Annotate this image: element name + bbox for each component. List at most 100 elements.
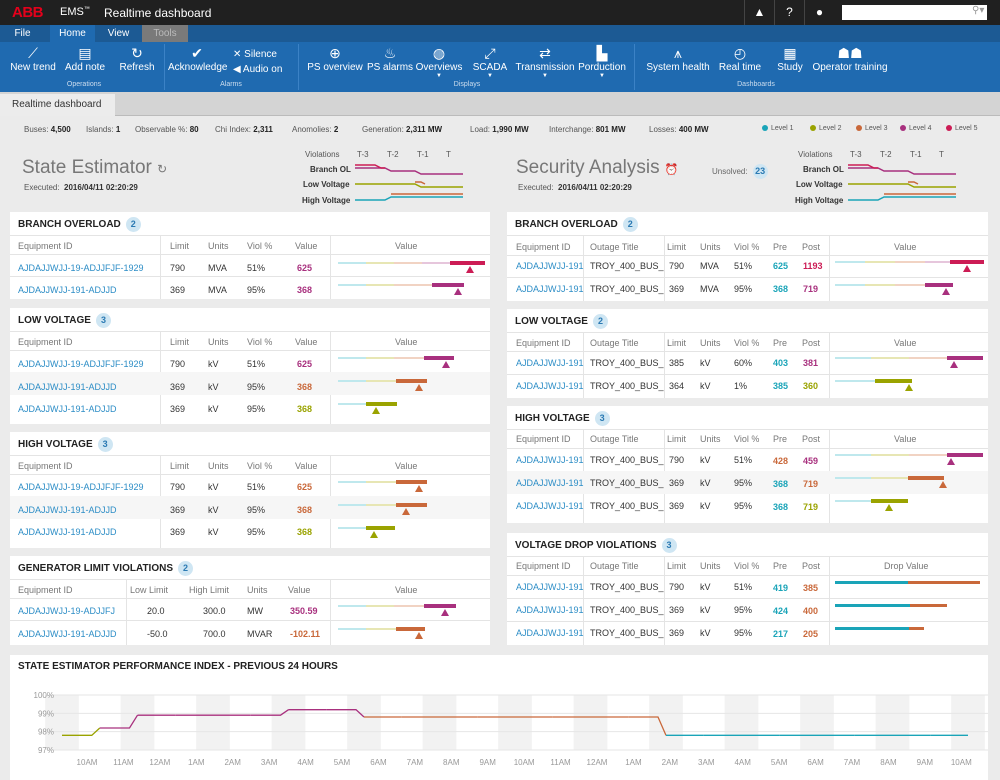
x-tick-label: 6AM bbox=[370, 758, 387, 767]
real-time-button[interactable]: ◴ Real time bbox=[716, 45, 764, 73]
x-tick-label: 11AM bbox=[113, 758, 134, 767]
scada-button[interactable]: ⤢ SCADA ▼ bbox=[468, 45, 512, 79]
equipment-link[interactable]: AJDAJJWJJ-191 bbox=[516, 358, 584, 368]
security-analysis-title: Security Analysis ⏰ bbox=[516, 157, 679, 178]
chevron-up-icon: ▲ bbox=[753, 5, 766, 19]
acknowledge-button[interactable]: ✔ Acknowledge bbox=[168, 45, 228, 73]
new-trend-button[interactable]: ⟋ New trend bbox=[8, 45, 58, 73]
violation-row-label: Branch OL bbox=[310, 165, 351, 174]
panel-title: LOW VOLTAGE 2 bbox=[515, 314, 608, 329]
equipment-link[interactable]: AJDAJJWJJ-191 bbox=[516, 261, 584, 271]
tab-file[interactable]: File bbox=[14, 28, 31, 39]
equipment-link[interactable]: AJDAJJWJJ-191 bbox=[516, 582, 584, 592]
chart-column-band bbox=[120, 695, 155, 750]
stat-load: Load: 1,990 MW bbox=[470, 125, 529, 134]
stat-interchange: Interchange: 801 MW bbox=[549, 125, 626, 134]
equipment-link[interactable]: AJDAJJWJJ-191 bbox=[516, 605, 584, 615]
x-tick-label: 6AM bbox=[807, 758, 824, 767]
equipment-link[interactable]: AJDAJJWJJ-19-ADJJFJF-1929 bbox=[18, 359, 144, 369]
equipment-link[interactable]: AJDAJJWJJ-191-ADJJD bbox=[18, 404, 117, 414]
overviews-button[interactable]: ◍ Overviews ▼ bbox=[415, 45, 463, 79]
panel-branch-overload: BRANCH OVERLOAD 2 Equipment ID Limit Unit… bbox=[10, 212, 490, 299]
equipment-link[interactable]: AJDAJJWJJ-191-ADJJD bbox=[18, 505, 117, 515]
ps-alarms-button[interactable]: ♨ PS alarms bbox=[366, 45, 414, 73]
ps-overview-button[interactable]: ⊕ PS overview bbox=[307, 45, 363, 73]
menu-tabs: File Home View Tools bbox=[0, 25, 1000, 42]
ribbon-separator bbox=[298, 44, 299, 90]
x-tick-label: 8AM bbox=[443, 758, 460, 767]
chart-column-band bbox=[45, 695, 79, 750]
equipment-link[interactable]: AJDAJJWJJ-19-ADJJFJF-1929 bbox=[18, 482, 144, 492]
x-tick-label: 5AM bbox=[334, 758, 351, 767]
chart-column-band bbox=[800, 695, 834, 750]
violation-row-label: High Voltage bbox=[795, 196, 844, 205]
time-label: T-1 bbox=[417, 150, 429, 159]
add-note-button[interactable]: ▤ Add note bbox=[62, 45, 108, 73]
x-tick-label: 11AM bbox=[550, 758, 571, 767]
chart-column-band bbox=[347, 695, 381, 750]
tab-view[interactable]: View bbox=[107, 28, 130, 39]
time-label: T bbox=[446, 150, 451, 159]
equipment-link[interactable]: AJDAJJWJJ-191 bbox=[516, 455, 584, 465]
x-tick-label: 10AM bbox=[77, 758, 98, 767]
panel-title: GENERATOR LIMIT VIOLATIONS 2 bbox=[18, 561, 193, 576]
equipment-link[interactable]: AJDAJJWJJ-191 bbox=[516, 381, 584, 391]
state-estimator-violation-trend bbox=[355, 164, 463, 201]
equipment-link[interactable]: AJDAJJWJJ-19-ADJJFJF-1929 bbox=[18, 263, 144, 273]
dropdown-arrow-icon: ▼ bbox=[487, 73, 493, 79]
value-bars bbox=[835, 356, 983, 391]
dropdown-arrow-icon: ▼ bbox=[599, 73, 605, 79]
stat-anomolies: Anomolies: 2 bbox=[292, 125, 339, 134]
x-tick-label: 5AM bbox=[771, 758, 788, 767]
help-button[interactable]: ? bbox=[774, 0, 804, 25]
porduction-button[interactable]: ▙ Porduction ▼ bbox=[576, 45, 628, 79]
transmission-button[interactable]: ⇄ Transmission ▼ bbox=[515, 45, 575, 79]
tab-home[interactable]: Home bbox=[50, 25, 95, 42]
search-input[interactable] bbox=[842, 5, 987, 20]
equipment-link[interactable]: AJDAJJWJJ-191 bbox=[516, 478, 584, 488]
system-health-button[interactable]: ⩚ System health bbox=[646, 45, 710, 73]
group-icon: ☗☗ bbox=[837, 45, 863, 61]
security-analysis-violation-trend bbox=[848, 164, 956, 201]
series-line-segment bbox=[628, 716, 667, 736]
time-label: T-1 bbox=[910, 150, 922, 159]
tab-realtime-dashboard[interactable]: Realtime dashboard bbox=[0, 94, 115, 116]
value-bars bbox=[835, 260, 984, 295]
equipment-link[interactable]: AJDAJJWJJ-191 bbox=[516, 501, 584, 511]
panel-sa-high-voltage: HIGH VOLTAGE 3 Equipment ID Outage Title … bbox=[507, 406, 988, 523]
search-icon[interactable]: ⚲▾ bbox=[972, 5, 985, 16]
equipment-link[interactable]: AJDAJJWJJ-191-ADJJD bbox=[18, 285, 117, 295]
refresh-icon[interactable]: ↻ bbox=[157, 162, 168, 176]
refresh-button[interactable]: ↻ Refresh bbox=[114, 45, 160, 73]
equipment-link[interactable]: AJDAJJWJJ-191-ADJJD bbox=[18, 629, 117, 639]
study-button[interactable]: ▦ Study bbox=[772, 45, 808, 73]
time-label: T-2 bbox=[880, 150, 892, 159]
operator-training-button[interactable]: ☗☗ Operator training bbox=[812, 45, 888, 73]
state-estimator-executed: Executed: 2016/04/11 02:20:29 bbox=[24, 183, 138, 192]
tab-tools[interactable]: Tools bbox=[142, 25, 188, 42]
user-button[interactable]: ● bbox=[804, 0, 834, 25]
stat-generation: Generation: 2,311 MW bbox=[362, 125, 443, 134]
study-icon: ▦ bbox=[783, 45, 797, 61]
equipment-link[interactable]: AJDAJJWJJ-191-ADJJD bbox=[18, 382, 117, 392]
series-line-segment bbox=[326, 709, 365, 718]
x-tick-label: 7AM bbox=[844, 758, 861, 767]
collapse-button[interactable]: ▲ bbox=[744, 0, 774, 25]
silence-button[interactable]: ✕ Silence bbox=[233, 49, 277, 60]
x-tick-label: 10AM bbox=[514, 758, 535, 767]
y-tick-label: 97% bbox=[38, 746, 54, 755]
equipment-link[interactable]: AJDAJJWJJ-191-ADJJD bbox=[18, 527, 117, 537]
alarm-clock-icon[interactable]: ⏰ bbox=[664, 164, 679, 176]
x-tick-label: 2AM bbox=[224, 758, 241, 767]
value-bars bbox=[338, 356, 454, 414]
equipment-link[interactable]: AJDAJJWJJ-191 bbox=[516, 628, 584, 638]
panel-title: HIGH VOLTAGE 3 bbox=[515, 411, 610, 426]
scada-icon: ⤢ bbox=[484, 45, 496, 61]
audio-on-button[interactable]: ◀ Audio on bbox=[233, 64, 283, 75]
value-bars bbox=[338, 480, 427, 538]
equipment-link[interactable]: AJDAJJWJJ-19-ADJJFJ bbox=[18, 606, 116, 616]
panel-voltage-drop-violations: VOLTAGE DROP VIOLATIONS 3 Equipment ID Ou… bbox=[507, 533, 988, 645]
group-label-dashboards: Dashboards bbox=[737, 81, 775, 88]
equipment-link[interactable]: AJDAJJWJJ-191 bbox=[516, 284, 584, 294]
dropdown-arrow-icon: ▼ bbox=[436, 73, 442, 79]
